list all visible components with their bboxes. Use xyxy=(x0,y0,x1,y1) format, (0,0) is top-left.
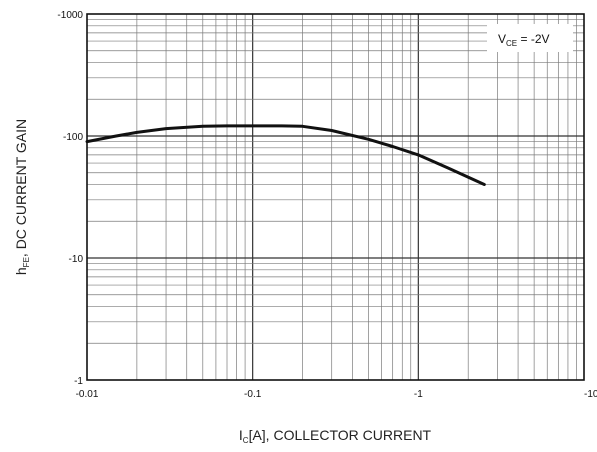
series-line-1 xyxy=(85,124,486,186)
y-axis-subscript: FE xyxy=(22,257,31,267)
annotation-subscript: CE xyxy=(506,39,517,48)
y-tick-label: -100 xyxy=(63,132,83,143)
x-axis-title: IC[A], COLLECTOR CURRENT xyxy=(239,427,432,445)
x-axis-subscript: C xyxy=(243,436,249,445)
y-axis-title: hFE, DC CURRENT GAIN xyxy=(13,119,31,275)
x-axis-text: [A], COLLECTOR CURRENT xyxy=(249,427,432,443)
annotation-box xyxy=(487,24,573,52)
y-axis-text: , DC CURRENT GAIN xyxy=(13,119,29,257)
y-tick-label: -10 xyxy=(69,254,84,265)
tick-labels: -0.01 -0.1 -1 -10 -1000 -100 -10 -1 xyxy=(57,10,597,400)
plot-frame xyxy=(86,13,585,381)
y-axis-symbol: h xyxy=(13,267,29,275)
annotation-value: = -2V xyxy=(517,32,549,46)
annotation-text: VCE = -2V xyxy=(498,32,550,48)
x-tick-label: -0.1 xyxy=(244,389,262,400)
x-tick-label: -0.01 xyxy=(76,389,99,400)
grid-lines xyxy=(87,14,584,380)
x-tick-label: -10 xyxy=(584,389,597,400)
y-tick-label: -1 xyxy=(74,376,83,387)
series-layer xyxy=(85,124,486,186)
x-axis-symbol: I xyxy=(239,427,243,443)
plot-background xyxy=(87,14,584,380)
x-tick-label: -1 xyxy=(414,389,423,400)
annotation-symbol: V xyxy=(498,32,506,46)
y-tick-label: -1000 xyxy=(57,10,83,21)
